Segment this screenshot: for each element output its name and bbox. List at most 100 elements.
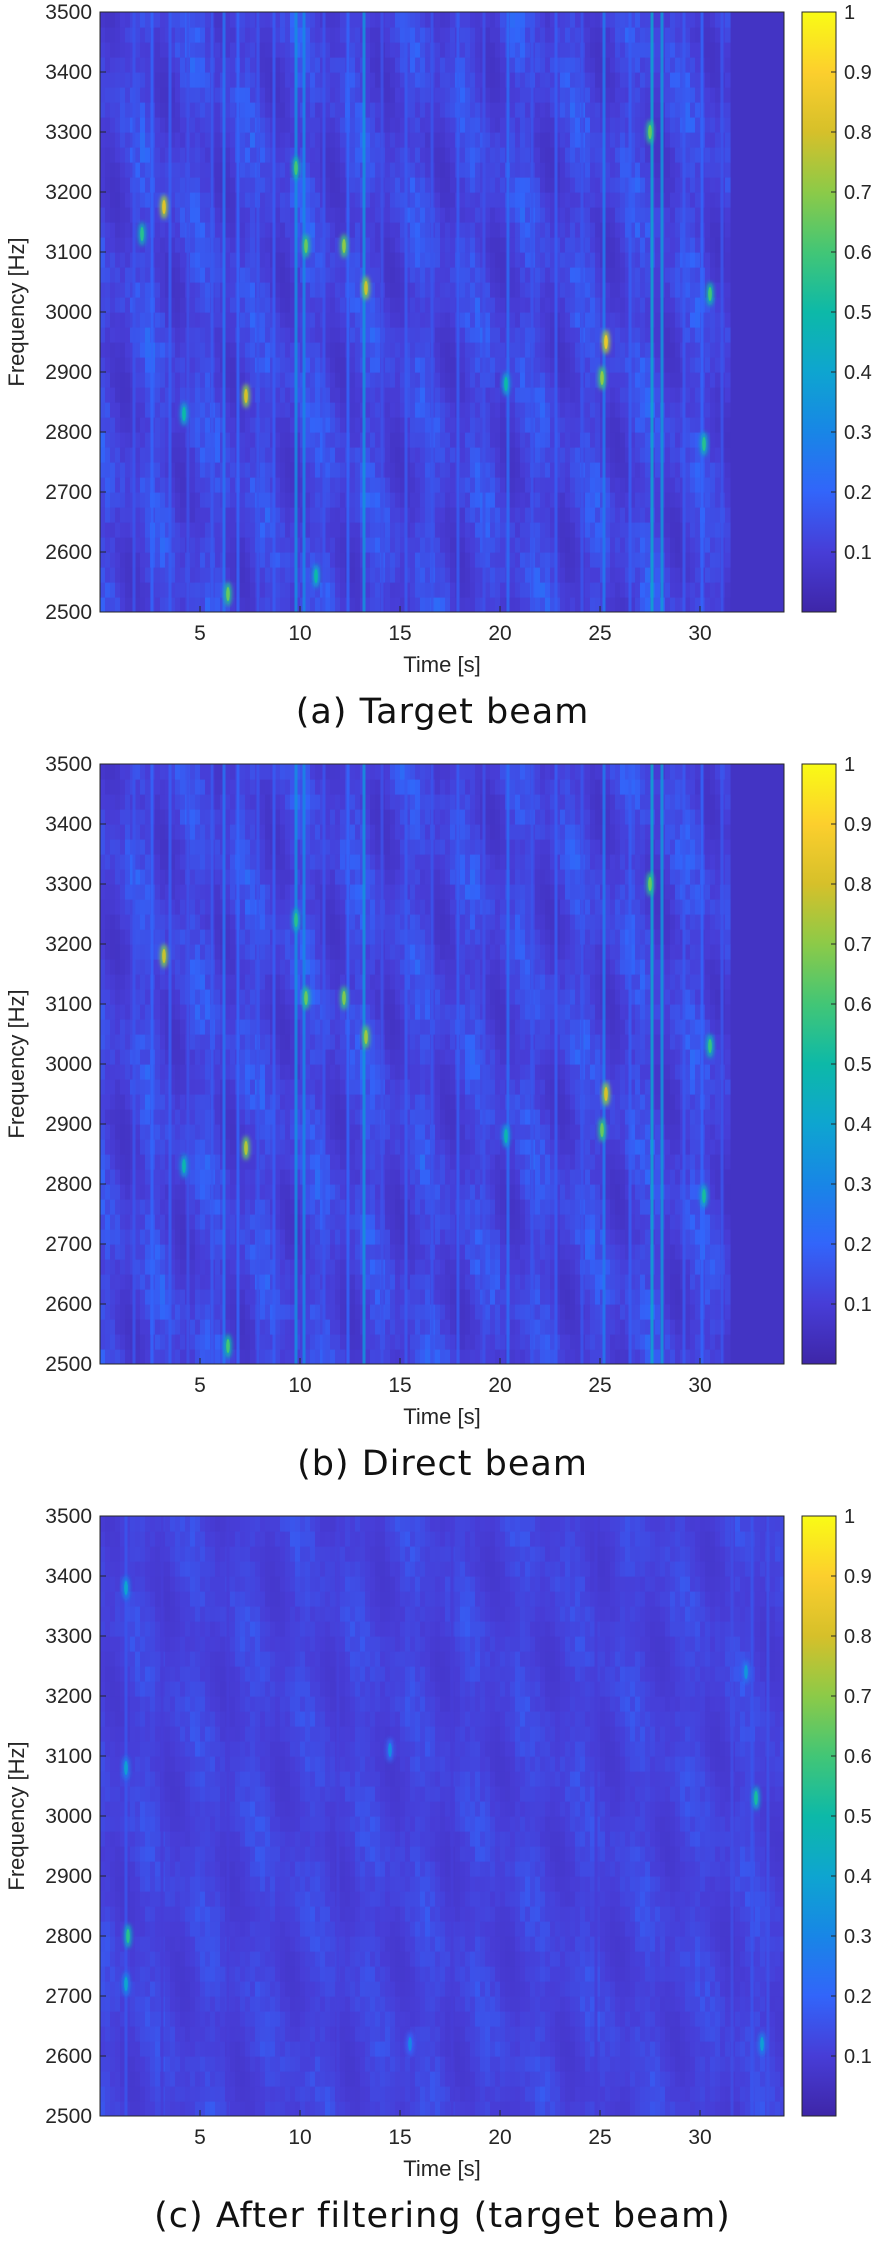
heatmap-cell	[155, 252, 161, 268]
heatmap-cell	[260, 297, 266, 313]
heatmap-cell	[200, 282, 206, 298]
heatmap-cell	[265, 417, 271, 433]
heatmap-cell	[590, 12, 596, 28]
heatmap-cell	[115, 327, 121, 343]
heatmap-cell	[230, 192, 236, 208]
heatmap-cell	[135, 417, 141, 433]
heatmap-cell	[515, 462, 521, 478]
heatmap-cell	[585, 267, 591, 283]
heatmap-cell	[285, 357, 291, 373]
heatmap-cell	[415, 447, 421, 463]
heatmap-cell	[425, 357, 431, 373]
heatmap-cell	[105, 27, 111, 43]
heatmap-cell	[200, 162, 206, 178]
heatmap-cell	[330, 357, 336, 373]
heatmap-cell	[475, 132, 481, 148]
heatmap-cell	[655, 207, 661, 223]
heatmap-cell	[475, 462, 481, 478]
heatmap-cell	[545, 237, 551, 253]
heatmap-cell	[120, 342, 126, 358]
heatmap-cell	[655, 222, 661, 238]
heatmap-cell	[515, 372, 521, 388]
heatmap-cell	[375, 72, 381, 88]
heatmap-cell	[675, 207, 681, 223]
heatmap-cell	[410, 282, 416, 298]
heatmap-cell	[615, 132, 621, 148]
heatmap-cell	[420, 27, 426, 43]
heatmap-cell	[435, 402, 441, 418]
heatmap-cell	[400, 177, 406, 193]
heatmap-cell	[110, 222, 116, 238]
heatmap-cell	[695, 417, 701, 433]
heatmap-cell	[115, 477, 121, 493]
heatmap-cell	[715, 192, 721, 208]
heatmap-cell	[375, 522, 381, 538]
heatmap-cell	[470, 462, 476, 478]
heatmap-cell	[500, 72, 506, 88]
heatmap-cell	[440, 252, 446, 268]
heatmap-cell	[325, 147, 331, 163]
heatmap-cell	[620, 252, 626, 268]
heatmap-cell	[425, 207, 431, 223]
heatmap-cell	[605, 297, 611, 313]
heatmap-cell	[340, 417, 346, 433]
heatmap-cell	[145, 597, 151, 612]
heatmap-cell	[695, 252, 701, 268]
heatmap-cell	[205, 147, 211, 163]
heatmap-cell	[140, 87, 146, 103]
heatmap-cell	[555, 432, 561, 448]
heatmap-cell	[215, 12, 221, 28]
heatmap-cell	[640, 147, 646, 163]
heatmap-cell	[515, 552, 521, 568]
heatmap-cell	[215, 507, 221, 523]
heatmap-cell	[620, 312, 626, 328]
heatmap-cell	[555, 477, 561, 493]
heatmap-cell	[105, 387, 111, 403]
heatmap-cell	[365, 132, 371, 148]
heatmap-cell	[565, 207, 571, 223]
heatmap-cell	[525, 597, 531, 612]
heatmap-cell	[625, 282, 631, 298]
heatmap-cell	[470, 297, 476, 313]
heatmap-cell	[125, 237, 131, 253]
heatmap-cell	[410, 387, 416, 403]
heatmap-cell	[295, 447, 301, 463]
heatmap-cell	[620, 12, 626, 28]
heatmap-cell	[695, 372, 701, 388]
heatmap-cell	[440, 117, 446, 133]
heatmap-cell	[390, 432, 396, 448]
heatmap-cell	[260, 87, 266, 103]
heatmap-cell	[605, 87, 611, 103]
heatmap-cell	[400, 297, 406, 313]
heatmap-cell	[510, 522, 516, 538]
heatmap-cell	[365, 597, 371, 612]
heatmap-cell	[450, 132, 456, 148]
heatmap-cell	[365, 207, 371, 223]
heatmap-cell	[575, 117, 581, 133]
heatmap-cell	[110, 492, 116, 508]
heatmap-cell	[165, 102, 171, 118]
heatmap-cell	[705, 72, 711, 88]
heatmap-cell	[440, 552, 446, 568]
heatmap-cell	[475, 102, 481, 118]
heatmap-cell	[590, 462, 596, 478]
heatmap-cell	[705, 552, 711, 568]
heatmap-cell	[535, 552, 541, 568]
heatmap-cell	[575, 357, 581, 373]
heatmap-cell	[260, 132, 266, 148]
heatmap-cell	[275, 207, 281, 223]
heatmap-cell	[165, 567, 171, 583]
heatmap-cell	[155, 387, 161, 403]
heatmap-cell	[135, 522, 141, 538]
heatmap-cell	[335, 42, 341, 58]
heatmap-cell	[620, 297, 626, 313]
heatmap-cell	[540, 327, 546, 343]
heatmap-cell	[495, 72, 501, 88]
heatmap-cell	[350, 432, 356, 448]
heatmap-cell	[390, 162, 396, 178]
heatmap-cell	[585, 177, 591, 193]
heatmap-cell	[425, 567, 431, 583]
heatmap-cell	[495, 87, 501, 103]
heatmap-cell	[100, 507, 106, 523]
heatmap-cell	[460, 297, 466, 313]
